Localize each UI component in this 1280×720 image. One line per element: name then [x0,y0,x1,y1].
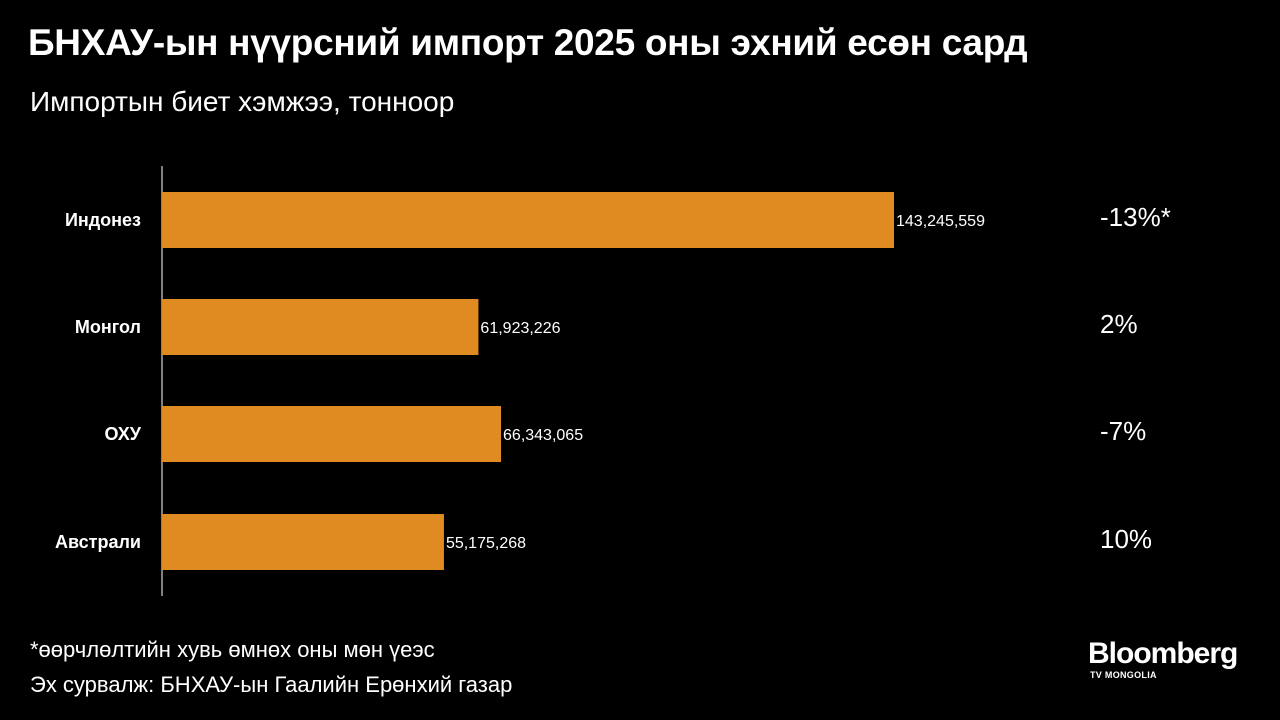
data-label: 61,923,226 [480,320,560,337]
data-label: 66,343,065 [503,427,583,444]
logo-subtext: TV MONGOLIA [1090,670,1157,680]
category-label: Монгол [75,317,141,337]
bar-chart: Индонез 143,245,559 -13%* Монгол 61,923,226 2… [55,166,1171,596]
bar [162,406,502,462]
change-label: -7% [1100,416,1146,446]
source-note: Эх сурвалж: БНХАУ-ын Гаалийн Ерөнхий газ… [30,672,513,697]
change-label: 2% [1100,309,1138,339]
logo-wordmark: Bloomberg [1088,637,1238,670]
footnote: *өөрчлөлтийн хувь өмнөх оны мөн үеэс [30,637,435,662]
change-label: -13%* [1100,202,1171,232]
category-label: Австрали [55,532,141,552]
category-label: ОХУ [104,424,141,444]
category-label: Индонез [65,210,141,230]
chart-subtitle: Импортын биет хэмжээ, тонноор [30,86,455,117]
bar [162,514,444,570]
bar [162,299,479,355]
chart-title: БНХАУ-ын нүүрсний импорт 2025 оны эхний … [28,22,1028,63]
data-label: 143,245,559 [896,213,985,230]
bloomberg-logo: Bloomberg TV MONGOLIA [1088,637,1258,681]
bar [162,192,894,248]
data-label: 55,175,268 [446,535,526,552]
change-label: 10% [1100,524,1152,554]
